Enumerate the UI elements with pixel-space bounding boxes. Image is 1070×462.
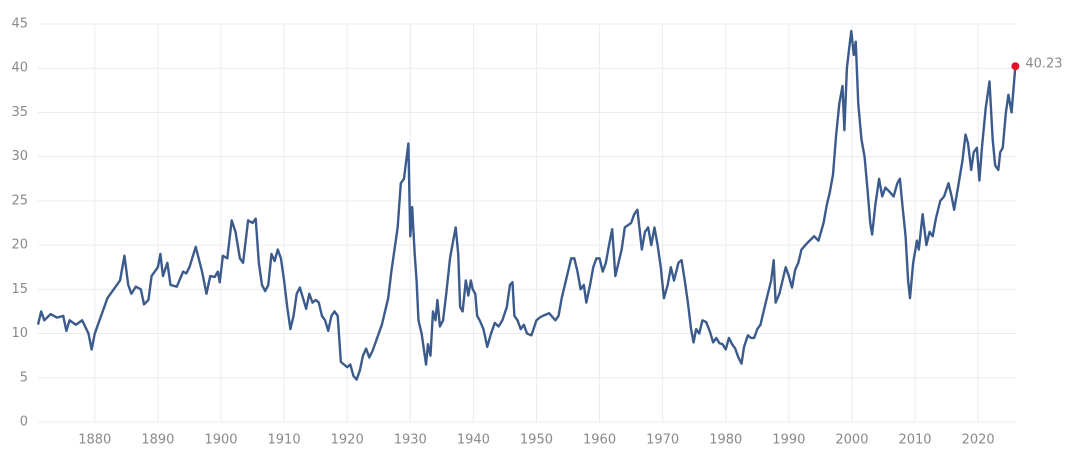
last-value-label: 40.23 bbox=[1025, 57, 1062, 72]
x-tick-label: 1970 bbox=[646, 433, 679, 448]
y-tick-label: 0 bbox=[20, 415, 28, 430]
y-tick-label: 35 bbox=[11, 105, 28, 120]
x-tick-label: 1890 bbox=[141, 433, 174, 448]
x-tick-label: 1930 bbox=[394, 433, 427, 448]
last-point bbox=[1011, 62, 1020, 71]
x-tick-label: 2000 bbox=[835, 433, 868, 448]
x-tick-label: 1950 bbox=[520, 433, 553, 448]
x-tick-label: 1900 bbox=[204, 433, 237, 448]
x-tick-label: 1880 bbox=[78, 433, 111, 448]
y-tick-label: 25 bbox=[11, 193, 28, 208]
y-tick-label: 10 bbox=[11, 326, 28, 341]
y-tick-label: 15 bbox=[11, 282, 28, 297]
x-tick-label: 1990 bbox=[772, 433, 805, 448]
y-tick-label: 5 bbox=[20, 370, 28, 385]
line-series bbox=[36, 29, 1017, 381]
x-tick-label: 1920 bbox=[331, 433, 364, 448]
y-tick-label: 20 bbox=[11, 238, 28, 253]
x-tick-label: 1980 bbox=[709, 433, 742, 448]
y-tick-label: 45 bbox=[11, 17, 28, 32]
x-tick-label: 1960 bbox=[583, 433, 616, 448]
y-tick-label: 30 bbox=[11, 149, 28, 164]
x-tick-label: 1910 bbox=[268, 433, 301, 448]
y-tick-label: 40 bbox=[11, 61, 28, 76]
x-tick-label: 2020 bbox=[962, 433, 995, 448]
x-tick-label: 1940 bbox=[457, 433, 490, 448]
x-tick-label: 2010 bbox=[898, 433, 931, 448]
